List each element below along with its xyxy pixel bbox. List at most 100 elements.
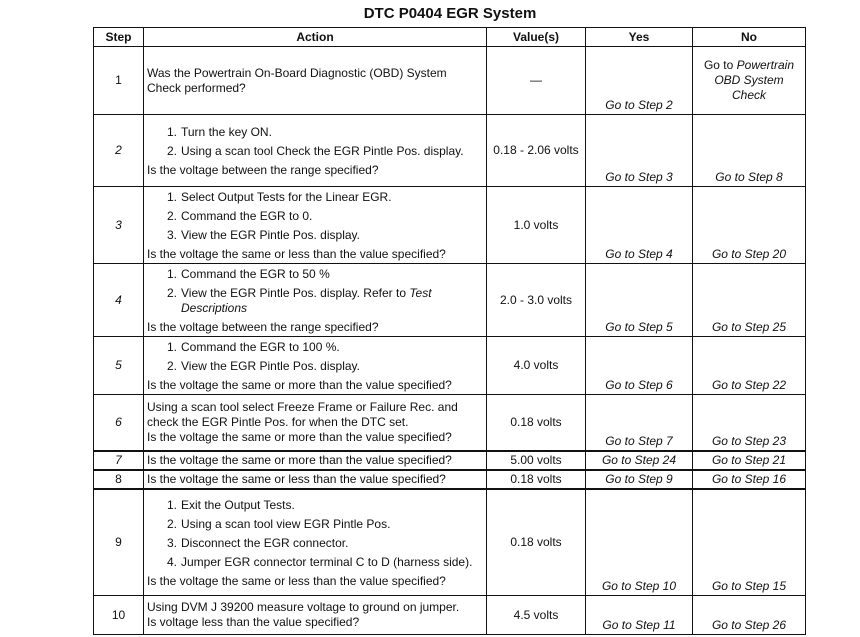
action-step-text: Command the EGR to 100 %. bbox=[181, 340, 340, 354]
action-step-text: Command the EGR to 0. bbox=[181, 209, 313, 223]
value-cell: 2.0 - 3.0 volts bbox=[486, 263, 586, 337]
value-cell: — bbox=[486, 46, 586, 115]
value-cell: 0.18 volts bbox=[486, 488, 586, 596]
action-step: 1. Command the EGR to 100 %. bbox=[159, 340, 483, 355]
yes-cell: Go to Step 3 bbox=[585, 114, 693, 187]
header-no: No bbox=[692, 27, 806, 47]
action-step-text: View the EGR Pintle Pos. display. bbox=[181, 228, 360, 242]
header-value: Value(s) bbox=[486, 27, 586, 47]
yes-cell: Go to Step 10 bbox=[585, 488, 693, 596]
header-row: Step Action Value(s) Yes No bbox=[93, 27, 806, 47]
action-step-text: Using a scan tool Check the EGR Pintle P… bbox=[181, 144, 464, 158]
action-cell: Was the Powertrain On-Board Diagnostic (… bbox=[143, 46, 487, 115]
no-cell: Go to Step 20 bbox=[692, 186, 806, 264]
action-step: 3. Disconnect the EGR connector. bbox=[159, 536, 483, 551]
step-number: 1 bbox=[93, 46, 144, 115]
action-step-number: 2. bbox=[167, 516, 178, 531]
action-intro: Using DVM J 39200 measure voltage to gro… bbox=[147, 600, 460, 614]
no-cell: Go to Step 16 bbox=[692, 469, 806, 490]
table-row: 2 1. Turn the key ON. 2. Using a scan tool C… bbox=[93, 114, 806, 187]
action-question: Is voltage less than the value specified… bbox=[147, 615, 360, 629]
no-cell: Go to Step 23 bbox=[692, 394, 806, 452]
action-step-number: 2. bbox=[167, 209, 178, 223]
step-number: 10 bbox=[93, 595, 144, 635]
table-row: 9 1. Exit the Output Tests. 2. Using a scan … bbox=[93, 488, 806, 596]
action-step-number: 2. bbox=[167, 359, 178, 373]
value-cell: 1.0 volts bbox=[486, 186, 586, 264]
action-cell: 1. Exit the Output Tests. 2. Using a scan t… bbox=[143, 488, 487, 596]
yes-cell: Go to Step 9 bbox=[585, 469, 693, 490]
yes-cell: Go to Step 11 bbox=[585, 595, 693, 635]
action-question: Is the voltage the same or more than the… bbox=[147, 378, 452, 392]
action-question: Is the voltage between the range specifi… bbox=[147, 163, 379, 177]
action-step-number: 2. bbox=[167, 286, 178, 300]
step-number: 3 bbox=[93, 186, 144, 264]
action-step: 1. Turn the key ON. bbox=[159, 125, 483, 140]
yes-cell: Go to Step 7 bbox=[585, 394, 693, 452]
action-step-number: 1. bbox=[167, 267, 178, 281]
action-step-text: Turn the key ON. bbox=[181, 125, 272, 139]
action-step: 1. Command the EGR to 50 % bbox=[159, 267, 483, 282]
action-step-text: View the EGR Pintle Pos. display. Refer … bbox=[181, 286, 410, 300]
no-reference: Powertrain OBD System Check bbox=[714, 58, 795, 102]
no-cell: Go to Step 8 bbox=[692, 114, 806, 187]
action-step-text: Select Output Tests for the Linear EGR. bbox=[181, 190, 392, 204]
no-cell: Go to Step 21 bbox=[692, 450, 806, 471]
table-row: 8 Is the voltage the same or less than th… bbox=[93, 469, 806, 490]
action-step: 2. Command the EGR to 0. bbox=[159, 209, 483, 224]
no-cell: Go to Step 26 bbox=[692, 595, 806, 635]
action-step-text: Jumper EGR connector terminal C to D (ha… bbox=[181, 554, 473, 569]
header-yes: Yes bbox=[585, 27, 693, 47]
yes-cell: Go to Step 2 bbox=[585, 46, 693, 115]
action-step: 1. Select Output Tests for the Linear EGR… bbox=[159, 190, 483, 205]
action-step: 3. View the EGR Pintle Pos. display. bbox=[159, 228, 483, 243]
value-cell: 0.18 - 2.06 volts bbox=[486, 114, 586, 187]
action-step-number: 1. bbox=[167, 497, 178, 512]
table-row: 7 Is the voltage the same or more than th… bbox=[93, 450, 806, 471]
action-step-number: 1. bbox=[167, 190, 178, 204]
action-step: 2. Using a scan tool Check the EGR Pintle… bbox=[159, 144, 483, 159]
action-step-number: 2. bbox=[167, 144, 178, 158]
action-step-number: 4. bbox=[167, 554, 178, 569]
action-cell: Is the voltage the same or less than the… bbox=[143, 469, 487, 490]
action-cell: 1. Command the EGR to 50 % 2. View the EGR … bbox=[143, 263, 487, 337]
table-row: 10 Using DVM J 39200 measure voltage to g… bbox=[93, 595, 806, 635]
action-question: Is the voltage the same or more than the… bbox=[147, 429, 452, 444]
action-step-text: Exit the Output Tests. bbox=[181, 497, 295, 512]
yes-cell: Go to Step 24 bbox=[585, 450, 693, 471]
yes-cell: Go to Step 5 bbox=[585, 263, 693, 337]
no-cell: Go to Step 25 bbox=[692, 263, 806, 337]
action-step-text: Using a scan tool view EGR Pintle Pos. bbox=[181, 516, 391, 531]
no-cell: Go to Step 22 bbox=[692, 336, 806, 395]
step-number: 8 bbox=[93, 469, 144, 490]
header-action: Action bbox=[143, 27, 487, 47]
action-question: Is the voltage between the range specifi… bbox=[147, 320, 379, 334]
action-step: 1. Exit the Output Tests. bbox=[159, 498, 483, 513]
value-cell: 5.00 volts bbox=[486, 450, 586, 471]
table-row: 4 1. Command the EGR to 50 % 2. View the EGR… bbox=[93, 263, 806, 337]
step-number: 5 bbox=[93, 336, 144, 395]
step-number: 6 bbox=[93, 394, 144, 452]
action-cell: Using a scan tool select Freeze Frame or… bbox=[143, 394, 487, 452]
no-cell: Go to Step 15 bbox=[692, 488, 806, 596]
action-step-reference: Test Descriptions bbox=[181, 286, 432, 315]
action-intro: Was the Powertrain On-Board Diagnostic (… bbox=[147, 65, 447, 95]
action-cell: Using DVM J 39200 measure voltage to gro… bbox=[143, 595, 487, 635]
action-intro: Using a scan tool select Freeze Frame or… bbox=[147, 399, 458, 429]
step-number: 7 bbox=[93, 450, 144, 471]
no-prefix: Go to bbox=[703, 58, 737, 72]
value-cell: 0.18 volts bbox=[486, 394, 586, 452]
action-step-number: 1. bbox=[167, 125, 178, 139]
table-row: 6 Using a scan tool select Freeze Frame o… bbox=[93, 394, 806, 452]
action-cell: 1. Turn the key ON. 2. Using a scan tool Ch… bbox=[143, 114, 487, 187]
action-step: 2. Using a scan tool view EGR Pintle Pos. bbox=[159, 517, 483, 532]
step-number: 4 bbox=[93, 263, 144, 337]
table-row: 5 1. Command the EGR to 100 %. 2. View the E… bbox=[93, 336, 806, 395]
header-step: Step bbox=[93, 27, 144, 47]
action-cell: Is the voltage the same or more than the… bbox=[143, 450, 487, 471]
action-step-number: 3. bbox=[167, 535, 178, 550]
step-number: 9 bbox=[93, 488, 144, 596]
table-row: 3 1. Select Output Tests for the Linear EG… bbox=[93, 186, 806, 264]
action-step-text: Disconnect the EGR connector. bbox=[181, 535, 349, 550]
action-cell: 1. Select Output Tests for the Linear EGR… bbox=[143, 186, 487, 264]
